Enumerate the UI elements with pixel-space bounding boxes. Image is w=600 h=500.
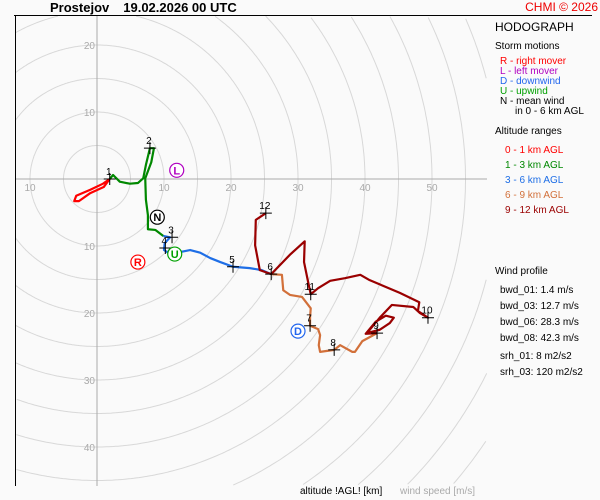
altitude-label: 3 xyxy=(168,225,174,236)
altitude-label: 5 xyxy=(229,255,235,266)
speed-ring xyxy=(15,78,198,280)
srh-item: srh_01: 8 m2/s2 xyxy=(500,351,572,362)
storm-motion-label: D xyxy=(294,326,302,338)
altitude-legend-item: 0 - 1 km AGL xyxy=(505,145,564,156)
chart-title: Prostejov 19.02.2026 00 UTC xyxy=(50,0,251,15)
datetime: 19.02.2026 00 UTC xyxy=(123,0,237,15)
speed-ring xyxy=(453,441,487,484)
storm-legend-item: N - mean wind xyxy=(500,96,565,107)
x-tick-label: 30 xyxy=(292,183,304,194)
x-tick-label: 40 xyxy=(359,183,371,194)
altitude-label: 10 xyxy=(421,306,433,317)
storm-motions-title: Storm motions xyxy=(495,41,560,52)
altitude-legend-item: 1 - 3 km AGL xyxy=(505,160,564,171)
speed-ring xyxy=(15,16,299,381)
altitude-cross xyxy=(265,268,278,281)
x-tick-label: 10 xyxy=(24,183,36,194)
altitude-cross xyxy=(159,242,172,255)
speed-ring xyxy=(16,16,332,414)
x-tick-label: 50 xyxy=(426,183,438,194)
altitude-cross xyxy=(328,343,341,356)
y-tick-label: 30 xyxy=(84,376,96,387)
y-tick-label: 10 xyxy=(84,242,96,253)
speed-ring xyxy=(233,16,433,486)
trace-3-6- xyxy=(162,234,272,276)
altitude-cross xyxy=(103,173,116,185)
storm-legend-item: D - downwind xyxy=(500,76,561,87)
altitude-label: 12 xyxy=(259,201,271,212)
trace-0-1- xyxy=(73,178,111,203)
altitude-cross xyxy=(143,142,156,155)
y-tick-label: 20 xyxy=(84,41,96,52)
altitude-label: altitude !AGL! [km] xyxy=(300,486,383,497)
altitude-label: 7 xyxy=(306,314,312,325)
storm-legend-item: U - upwind xyxy=(500,86,548,97)
speed-ring xyxy=(407,373,487,485)
altitude-legend-item: 6 - 9 km AGL xyxy=(505,190,564,201)
copyright: CHMI © 2026 xyxy=(525,0,598,14)
storm-motion-label: U xyxy=(171,249,179,261)
x-tick-label: 20 xyxy=(225,183,237,194)
altitude-cross xyxy=(304,319,317,332)
altitude-label: 6 xyxy=(267,262,273,273)
x-tick-label: 10 xyxy=(158,183,170,194)
altitude-label: 8 xyxy=(330,338,336,349)
altitude-cross xyxy=(259,207,272,220)
altitude-label: 9 xyxy=(373,321,379,332)
wind-profile-item: bwd_06: 28.3 m/s xyxy=(500,317,579,328)
speed-ring xyxy=(16,16,399,481)
y-tick-label: 10 xyxy=(84,108,96,119)
altitude-cross xyxy=(227,260,240,273)
storm-motion-label: L xyxy=(173,165,180,177)
wind-profile-item: bwd_01: 1.4 m/s xyxy=(500,285,574,296)
storm-motion-marker xyxy=(130,254,146,270)
wind-speed-label: wind speed [m/s] xyxy=(400,486,476,497)
altitude-label: 11 xyxy=(305,282,316,293)
y-tick-label: 40 xyxy=(84,443,96,454)
storm-motion-label: R xyxy=(134,257,142,269)
speed-ring xyxy=(15,44,232,314)
wind-profile-item: bwd_08: 42.3 m/s xyxy=(500,333,579,344)
altitude-label: 2 xyxy=(146,136,152,147)
altitude-cross xyxy=(166,231,179,244)
y-tick-label: 20 xyxy=(84,309,96,320)
storm-legend-item: L - left mover xyxy=(500,66,558,77)
storm-motion-marker xyxy=(149,209,165,225)
altitude-cross xyxy=(371,327,384,340)
legend-title: HODOGRAPH xyxy=(495,20,574,34)
storm-legend-item: R - right mover xyxy=(500,56,567,67)
trace-6-9- xyxy=(271,273,378,353)
storm-motion-marker xyxy=(290,323,306,339)
speed-ring xyxy=(16,17,366,448)
storm-motion-marker xyxy=(169,162,185,178)
altitude-label: 4 xyxy=(162,236,168,247)
altitude-legend-item: 9 - 12 km AGL xyxy=(505,205,569,216)
srh-item: srh_03: 120 m2/s2 xyxy=(500,367,583,378)
altitude-cross xyxy=(421,311,434,324)
trace-9-12- xyxy=(254,212,430,335)
speed-ring xyxy=(357,18,487,486)
altitude-cross xyxy=(304,288,317,301)
speed-ring xyxy=(302,17,466,485)
storm-legend-item: in 0 - 6 km AGL xyxy=(515,106,584,117)
storm-motion-label: N xyxy=(153,212,161,224)
altitude-label: 1 xyxy=(106,167,112,178)
altitude-legend-item: 3 - 6 km AGL xyxy=(505,175,564,186)
altitude-ranges-title: Altitude ranges xyxy=(495,126,562,137)
storm-motion-marker xyxy=(167,246,183,262)
wind-profile-title: Wind profile xyxy=(495,266,548,277)
station-name: Prostejov xyxy=(50,0,110,15)
wind-profile-item: bwd_03: 12.7 m/s xyxy=(500,301,579,312)
